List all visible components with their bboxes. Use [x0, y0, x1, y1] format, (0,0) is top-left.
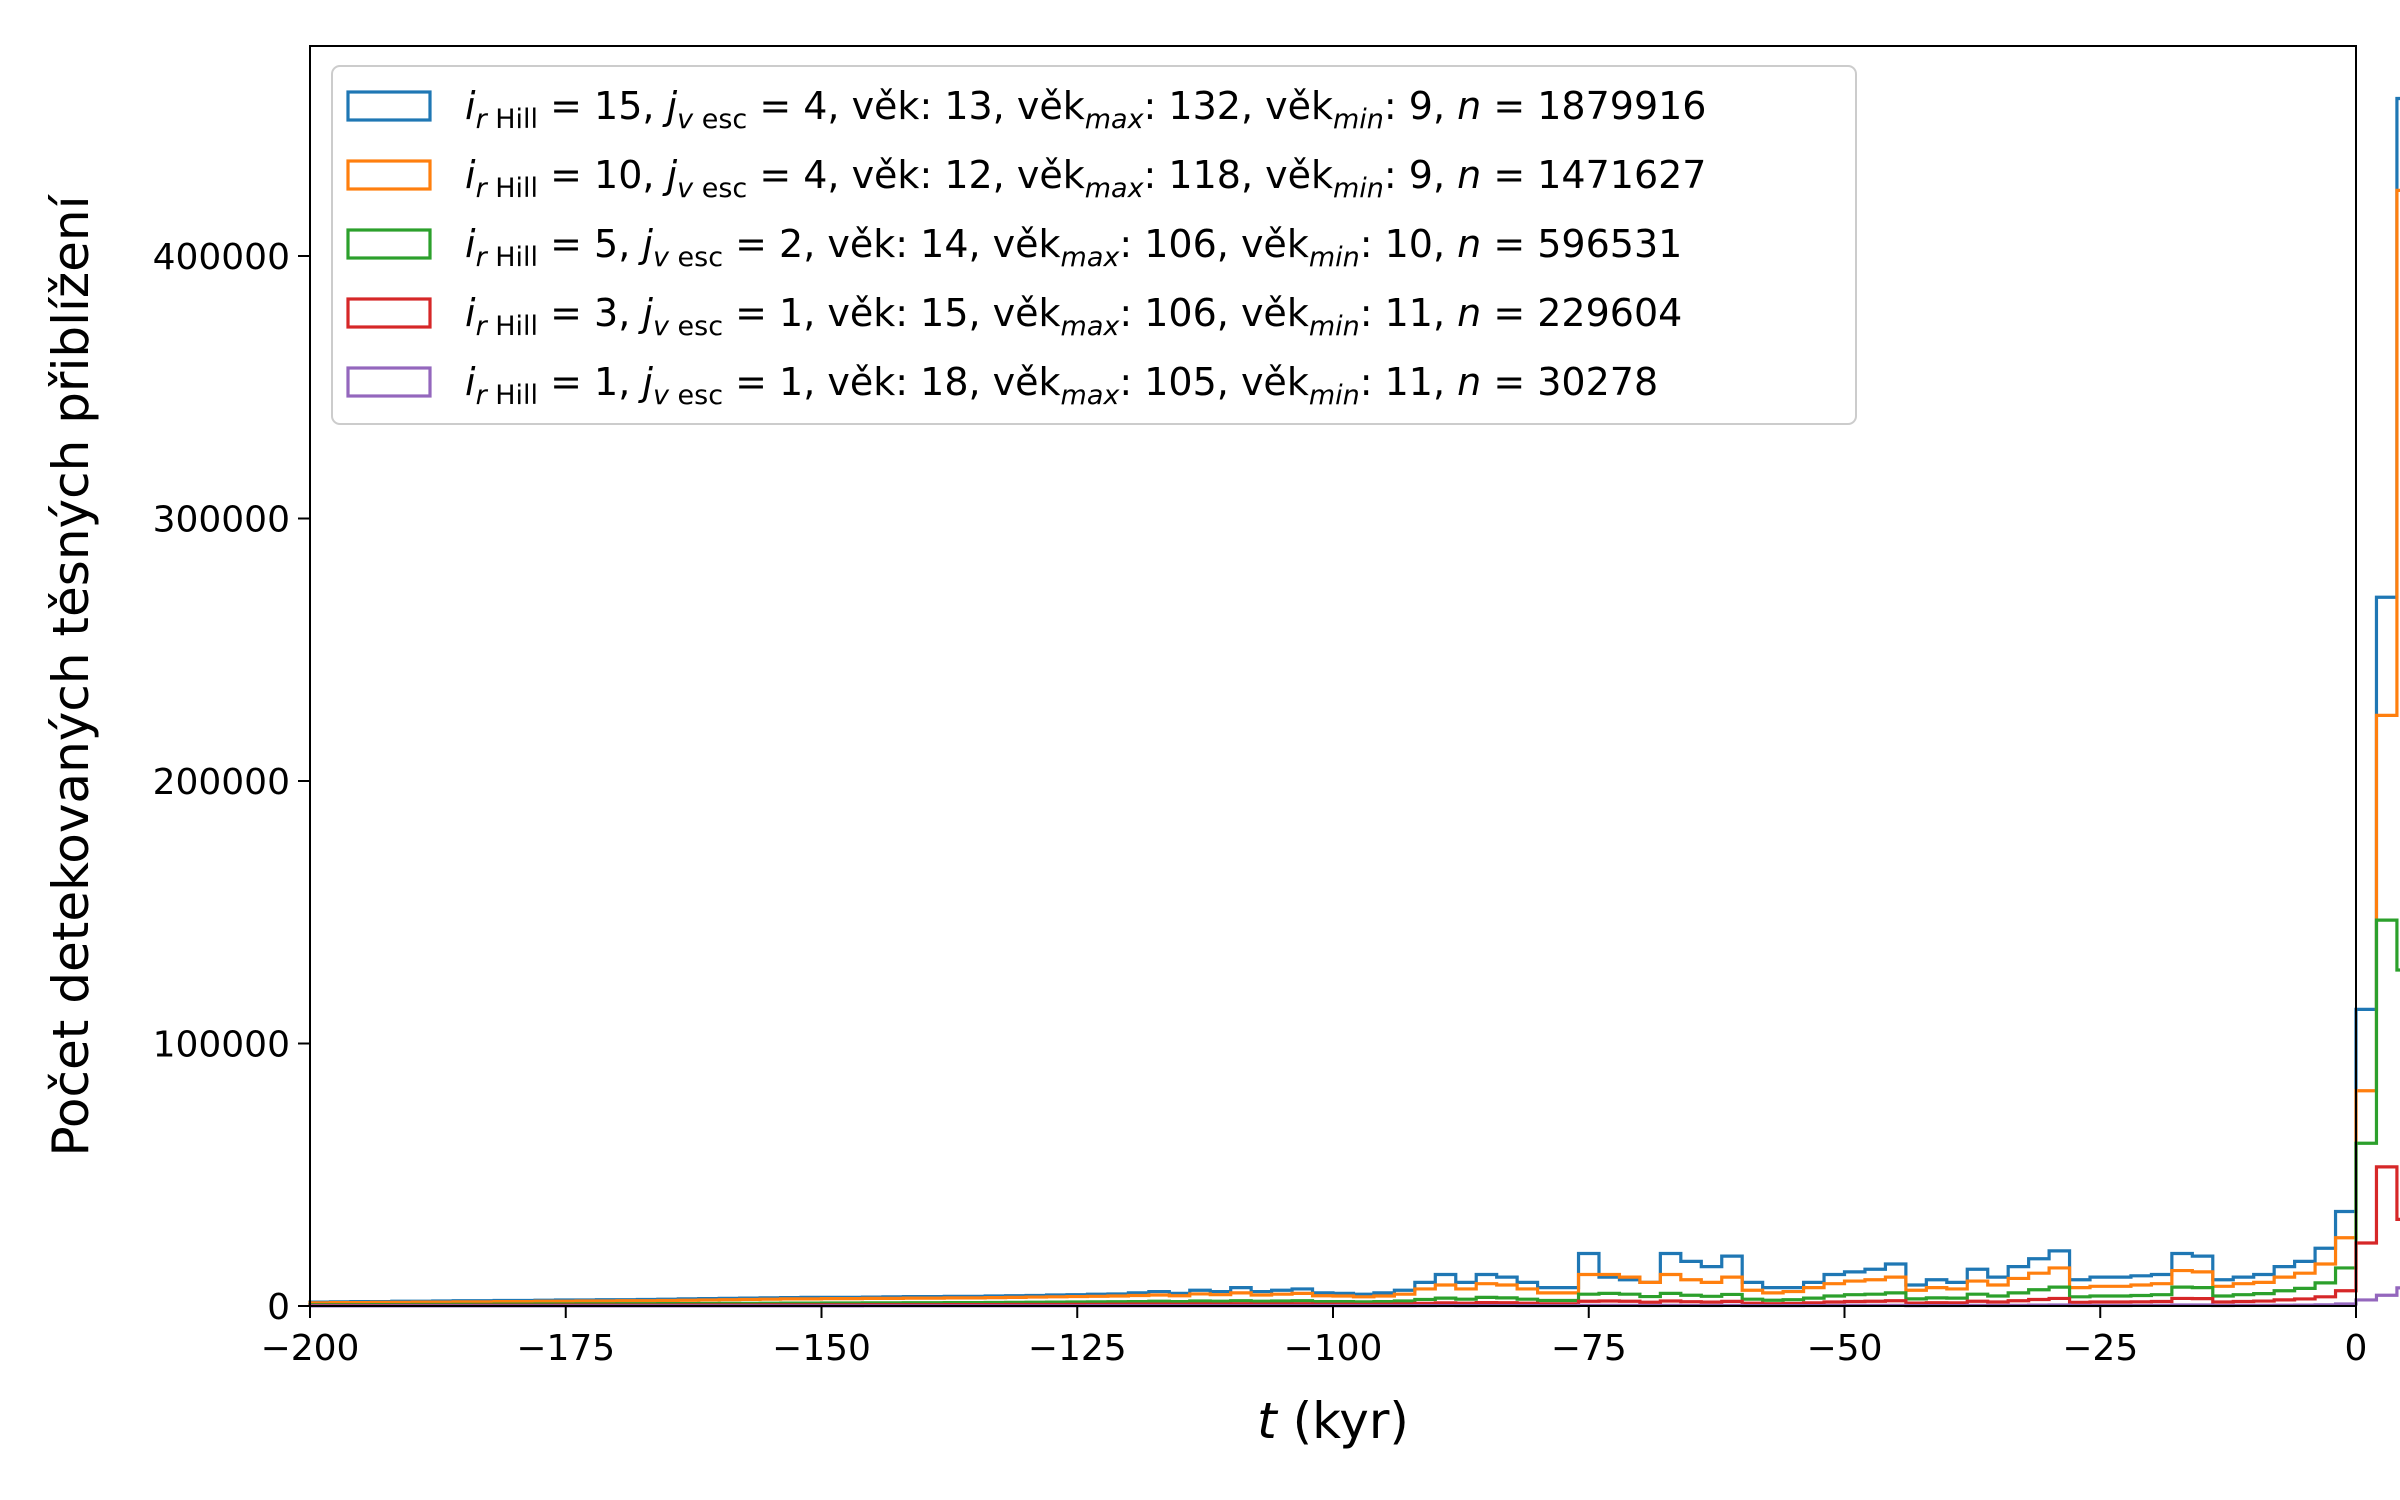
x-tick-label: −125 [1028, 1328, 1127, 1369]
x-tick-label: −200 [261, 1328, 360, 1369]
legend-label: ir Hill = 1, jv esc = 1, věk: 18, věkmax… [465, 360, 1658, 411]
x-tick-label: −175 [516, 1328, 615, 1369]
histogram-series-2 [308, 188, 2400, 1306]
legend-swatch [346, 228, 432, 260]
legend-entry: ir Hill = 1, jv esc = 1, věk: 18, věkmax… [346, 360, 1658, 411]
y-tick-label: 400000 [153, 237, 290, 278]
x-tick-label: −75 [1551, 1328, 1627, 1369]
histogram-series-3 [308, 918, 2400, 1307]
x-tick-label: −150 [772, 1328, 871, 1369]
legend-swatch [346, 90, 432, 122]
legend-entry: ir Hill = 15, jv esc = 4, věk: 13, věkma… [346, 84, 1706, 135]
y-tick-label: 200000 [153, 762, 290, 803]
legend-entry: ir Hill = 5, jv esc = 2, věk: 14, věkmax… [346, 222, 1682, 273]
legend-swatch [346, 297, 432, 329]
legend-label: ir Hill = 15, jv esc = 4, věk: 13, věkma… [465, 84, 1706, 135]
y-tick-label: 100000 [153, 1025, 290, 1066]
x-tick-label: 0 [2345, 1328, 2368, 1369]
legend-frame [331, 65, 1857, 425]
legend-entry: ir Hill = 10, jv esc = 4, věk: 12, věkma… [346, 153, 1706, 204]
x-tick-label: −25 [2062, 1328, 2138, 1369]
y-tick-label: 300000 [153, 500, 290, 541]
legend-label: ir Hill = 3, jv esc = 1, věk: 15, věkmax… [465, 291, 1682, 342]
x-axis: −200 −175 −150 −125 −100 −75 −50 −25 0 [261, 1306, 2368, 1369]
legend-entry: ir Hill = 3, jv esc = 1, věk: 15, věkmax… [346, 291, 1682, 342]
x-axis-label: t (kyr) [1257, 1392, 1409, 1450]
x-tick-label: −100 [1284, 1328, 1383, 1369]
y-axis: 0 100000 200000 300000 400000 [153, 237, 310, 1328]
x-tick-label: −50 [1807, 1328, 1883, 1369]
legend-swatch [346, 159, 432, 191]
legend-label: ir Hill = 5, jv esc = 2, věk: 14, věkmax… [465, 222, 1682, 273]
y-tick-label: 0 [267, 1287, 290, 1328]
histogram-series-4 [308, 1165, 2400, 1308]
legend-label: ir Hill = 10, jv esc = 4, věk: 12, věkma… [465, 153, 1706, 204]
legend: ir Hill = 15, jv esc = 4, věk: 13, věkma… [331, 65, 1857, 425]
y-axis-label: Počet detekovaných těsných přiblížení [42, 193, 100, 1156]
legend-swatch [346, 366, 432, 398]
